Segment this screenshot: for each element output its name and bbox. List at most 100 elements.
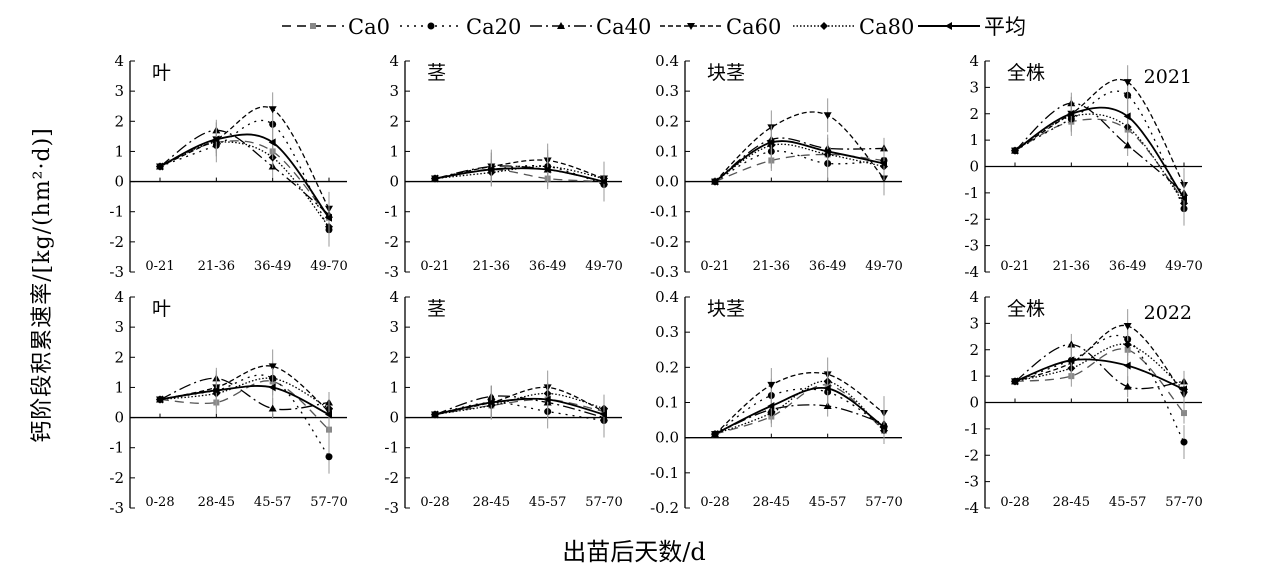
data-point <box>600 410 607 419</box>
x-tick-label: 0-28 <box>700 495 729 510</box>
x-tick-label: 57-70 <box>1165 495 1202 510</box>
legend-item-1: Ca20 <box>400 15 521 39</box>
data-point <box>543 395 551 404</box>
data-point <box>1123 340 1132 349</box>
legend-label: Ca20 <box>466 15 521 39</box>
y-tick-label: 0 <box>389 409 399 427</box>
series-line <box>1014 79 1185 186</box>
y-axis-label-text: 钙阶段积累速率/[kg/(hm²·d)] <box>30 127 55 443</box>
data-point <box>600 177 607 186</box>
data-point <box>212 135 220 144</box>
series-line <box>714 150 885 183</box>
x-tick-label: 28-45 <box>753 495 790 510</box>
x-tick-label: 0-21 <box>145 259 174 274</box>
x-tick-label: 36-49 <box>1109 259 1146 274</box>
x-tick-label: 49-70 <box>865 259 902 274</box>
data-point <box>711 430 718 439</box>
series-5 <box>711 371 887 444</box>
y-tick-label: 4 <box>969 288 979 306</box>
legend-marker <box>945 22 952 30</box>
series-2 <box>1011 333 1188 398</box>
y-tick-label: 0.4 <box>655 52 679 70</box>
series-3 <box>156 92 333 226</box>
y-tick-label: 0 <box>969 394 979 412</box>
y-tick-label: 0.4 <box>655 288 679 306</box>
data-point <box>1123 141 1132 149</box>
x-tick-label: 57-70 <box>865 495 902 510</box>
x-tick-label: 49-70 <box>585 259 622 274</box>
data-point <box>156 395 163 404</box>
panel-2021-1: -3 -2 -1 0 1 2 3 4 0-21 21-36 36-49 49-70 茎 <box>384 52 622 281</box>
data-point <box>823 384 831 393</box>
y-tick-label: 3 <box>389 82 399 100</box>
panel-2021-3: -4 -3 -2 -1 0 1 2 3 4 0-21 21-36 36-49 49-70 全株 2021 <box>964 52 1202 281</box>
data-point <box>325 410 332 419</box>
data-point <box>767 381 776 389</box>
y-tick-label: -2 <box>109 469 124 487</box>
data-point <box>268 363 277 371</box>
y-tick-label: 2 <box>389 112 399 130</box>
y-tick-label: -4 <box>964 263 979 281</box>
y-tick-label: 2 <box>389 348 399 366</box>
x-tick-label: 21-36 <box>198 259 235 274</box>
legend-label: Ca80 <box>859 15 914 39</box>
series-4 <box>156 367 333 420</box>
series-1 <box>1011 322 1188 459</box>
series-line <box>1014 358 1185 391</box>
series-line <box>159 385 330 416</box>
series-line <box>714 137 885 183</box>
y-tick-label: 4 <box>969 52 979 70</box>
series-5 <box>431 382 607 432</box>
series-5 <box>156 122 332 235</box>
series-line <box>434 167 605 183</box>
data-point <box>1067 109 1075 118</box>
x-tick-label: 21-36 <box>1053 259 1090 274</box>
legend-item-4: Ca80 <box>793 15 914 39</box>
y-tick-label: 0.3 <box>655 82 679 100</box>
series-line <box>714 384 885 435</box>
series-0 <box>1012 339 1187 424</box>
y-tick-label: -0.2 <box>650 233 679 251</box>
y-tick-label: -0.3 <box>650 263 679 281</box>
y-tick-label: -4 <box>964 499 979 517</box>
x-tick-label: 45-57 <box>529 495 566 510</box>
series-line <box>1014 118 1185 202</box>
x-tick-label: 0-21 <box>420 259 449 274</box>
data-point <box>543 165 551 174</box>
x-tick-label: 45-57 <box>1109 495 1146 510</box>
series-line <box>1014 90 1185 209</box>
y-tick-label: 1 <box>969 131 979 149</box>
panel-title: 茎 <box>427 298 446 320</box>
data-point <box>1180 385 1187 394</box>
series-1 <box>711 134 888 186</box>
data-point <box>1011 377 1018 386</box>
x-tick-label: 21-36 <box>473 259 510 274</box>
series-5 <box>711 125 887 186</box>
series-line <box>1014 113 1185 204</box>
y-tick-label: 1 <box>114 378 124 396</box>
series-line <box>1014 348 1185 414</box>
data-point <box>1123 361 1131 370</box>
panel-title: 全株 <box>1007 298 1045 320</box>
data-point <box>431 174 438 183</box>
y-tick-label: -1 <box>109 439 124 457</box>
panel-title: 叶 <box>152 298 171 320</box>
y-tick-label: 1 <box>389 378 399 396</box>
series-line <box>159 141 330 228</box>
y-tick-label: -2 <box>384 233 399 251</box>
legend-marker <box>427 22 435 30</box>
x-tick-label: 57-70 <box>310 495 347 510</box>
legend-marker <box>687 23 695 30</box>
y-tick-label: 3 <box>114 82 124 100</box>
series-1 <box>1011 78 1188 226</box>
y-tick-label: 4 <box>114 52 124 70</box>
y-tick-label: -1 <box>109 203 124 221</box>
series-2 <box>1011 92 1188 204</box>
series-line <box>434 392 605 416</box>
series-5 <box>1011 343 1187 407</box>
series-line <box>714 386 885 435</box>
series-line <box>1014 343 1185 390</box>
series-line <box>159 140 330 219</box>
y-tick-label: -2 <box>964 210 979 228</box>
y-tick-label: 4 <box>114 288 124 306</box>
